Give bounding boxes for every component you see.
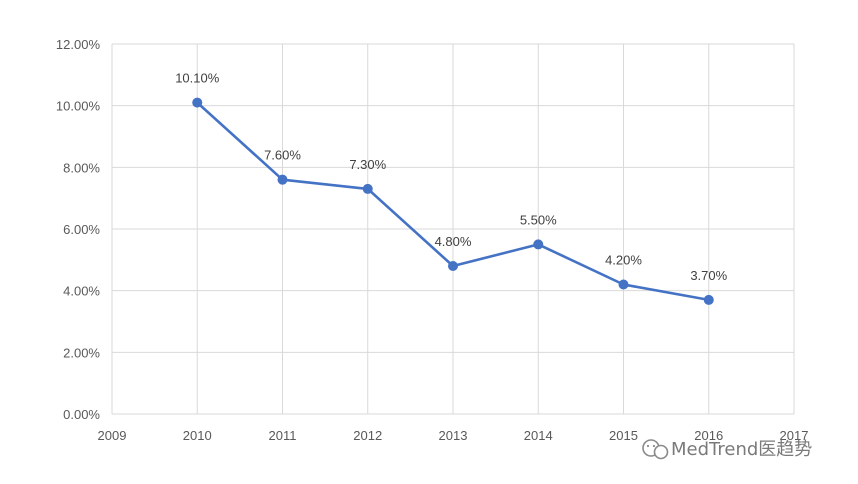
data-label: 3.70% xyxy=(690,268,727,283)
data-label: 7.60% xyxy=(264,148,301,163)
data-point xyxy=(448,261,458,271)
x-tick-label: 2014 xyxy=(524,428,553,443)
data-point xyxy=(703,294,714,305)
x-tick-label: 2015 xyxy=(609,428,638,443)
y-tick-label: 12.00% xyxy=(56,37,101,52)
data-labels: 10.10% 7.60% 7.30% 4.80% 5.50% 4.20% 3.70% xyxy=(175,71,727,283)
data-point xyxy=(362,183,373,194)
data-label: 5.50% xyxy=(520,212,557,227)
y-tick-label: 6.00% xyxy=(63,222,100,237)
data-point xyxy=(533,239,544,250)
data-label: 4.20% xyxy=(605,253,642,268)
x-axis: 2009 2010 2011 2012 2013 2014 2015 2016 2017 xyxy=(98,428,809,443)
x-tick-label: 2011 xyxy=(269,428,297,443)
data-label: 7.30% xyxy=(349,157,386,172)
data-point xyxy=(277,174,288,185)
y-tick-label: 8.00% xyxy=(63,160,100,175)
y-tick-label: 2.00% xyxy=(63,345,100,360)
data-label: 10.10% xyxy=(175,71,220,86)
data-point xyxy=(192,97,203,108)
data-point xyxy=(618,279,629,290)
x-tick-label: 2009 xyxy=(98,428,127,443)
y-axis: 0.00% 2.00% 4.00% 6.00% 8.00% 10.00% 12.00% xyxy=(56,37,101,422)
data-label: 4.80% xyxy=(435,234,472,249)
series-line xyxy=(192,97,714,305)
grid xyxy=(111,43,795,415)
y-tick-label: 10.00% xyxy=(56,99,101,114)
x-tick-label: 2012 xyxy=(353,428,382,443)
x-tick-label: 2017 xyxy=(780,428,809,443)
y-tick-label: 0.00% xyxy=(63,407,100,422)
wechat-icon xyxy=(642,439,669,460)
x-tick-label: 2016 xyxy=(694,428,723,443)
watermark-text: MedTrend医趋势 xyxy=(671,439,812,460)
x-tick-label: 2010 xyxy=(183,428,212,443)
watermark: MedTrend医趋势 xyxy=(642,439,812,460)
x-tick-label: 2013 xyxy=(439,428,468,443)
y-tick-label: 4.00% xyxy=(63,284,100,299)
